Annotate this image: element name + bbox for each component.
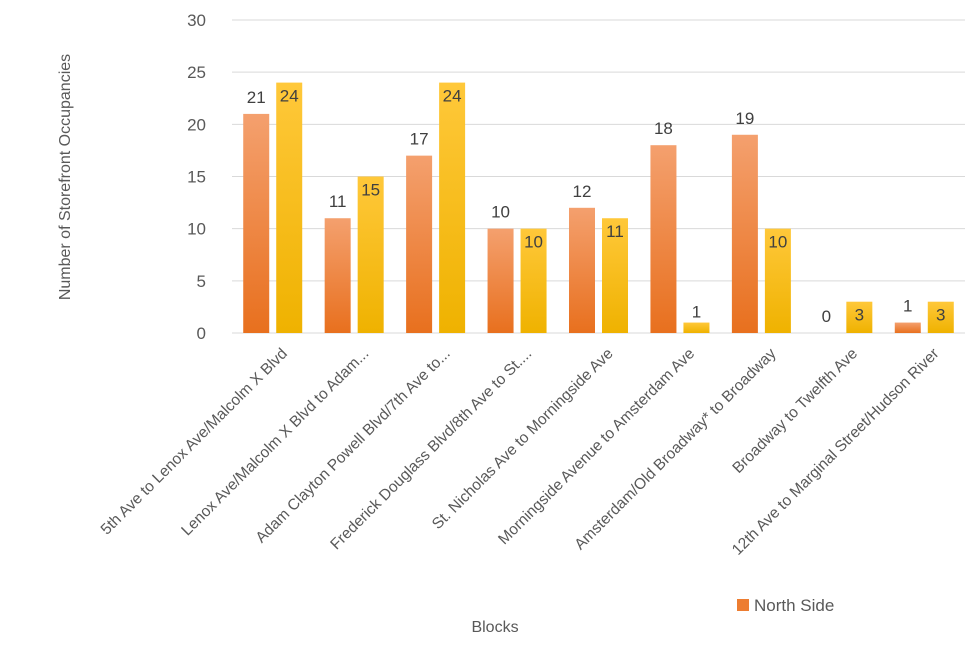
bar-series-1 bbox=[406, 155, 433, 333]
y-tick-label: 10 bbox=[187, 220, 206, 239]
x-category-label: St. Nicholas Ave to Morningside Ave bbox=[429, 345, 617, 533]
bar-series-1 bbox=[324, 218, 351, 333]
data-label-series-1: 12 bbox=[573, 182, 592, 201]
bar-series-2 bbox=[602, 218, 628, 333]
data-label-series-1: 19 bbox=[735, 109, 754, 128]
x-category-label: 5th Ave to Lenox Ave/Malcolm X Blvd bbox=[98, 345, 291, 538]
data-label-series-1: 1 bbox=[903, 297, 912, 316]
y-tick-label: 25 bbox=[187, 63, 206, 82]
bars bbox=[243, 82, 954, 334]
data-label-series-1: 0 bbox=[822, 307, 831, 326]
x-category-label: Lenox Ave/Malcolm X Blvd to Adam... bbox=[178, 345, 372, 539]
bar-series-1 bbox=[650, 145, 677, 333]
bar-series-2 bbox=[846, 301, 873, 333]
y-axis-title: Number of Storefront Occupancies bbox=[57, 54, 74, 300]
data-label-series-2: 24 bbox=[443, 87, 462, 106]
bar-series-2 bbox=[927, 301, 954, 333]
data-label-series-1: 17 bbox=[410, 130, 429, 149]
y-tick-label: 0 bbox=[197, 324, 206, 343]
bar-series-2 bbox=[764, 228, 791, 333]
bar-series-1 bbox=[487, 228, 514, 333]
data-labels: 21 24 11 15 17 24 10 10 12 11 18 1 19 10 0 3 1 3 bbox=[247, 87, 946, 326]
data-label-series-2: 15 bbox=[361, 181, 380, 200]
bar-series-2 bbox=[276, 82, 303, 333]
data-label-series-1: 18 bbox=[654, 119, 673, 138]
data-label-series-2: 11 bbox=[606, 222, 624, 241]
bar-series-1 bbox=[731, 134, 758, 333]
bar-series-1 bbox=[569, 207, 595, 333]
y-tick-label: 15 bbox=[187, 168, 206, 187]
x-axis-categories: 5th Ave to Lenox Ave/Malcolm X BlvdLenox… bbox=[98, 345, 943, 559]
bar-series-2 bbox=[683, 322, 710, 333]
data-label-series-1: 10 bbox=[491, 203, 510, 222]
data-label-series-1: 21 bbox=[247, 88, 266, 107]
legend: North Side bbox=[737, 596, 834, 615]
y-tick-label: 20 bbox=[187, 115, 206, 134]
data-label-series-2: 10 bbox=[524, 233, 543, 252]
data-label-series-2: 24 bbox=[280, 87, 299, 106]
bar-series-2 bbox=[357, 176, 384, 333]
legend-label-north-side: North Side bbox=[754, 596, 834, 615]
bar-series-1 bbox=[894, 322, 921, 333]
bar-series-1 bbox=[243, 113, 270, 334]
bar-series-2 bbox=[439, 82, 466, 333]
data-label-series-2: 1 bbox=[692, 303, 701, 322]
y-tick-label: 5 bbox=[197, 272, 206, 291]
x-axis-title: Blocks bbox=[471, 619, 518, 636]
data-label-series-1: 11 bbox=[329, 192, 347, 211]
bar-series-2 bbox=[520, 228, 547, 333]
data-label-series-2: 3 bbox=[855, 306, 864, 325]
gridlines bbox=[232, 19, 965, 334]
legend-swatch-north-side bbox=[737, 599, 749, 611]
y-tick-label: 30 bbox=[187, 11, 206, 30]
y-axis-ticks: 0 5 10 15 20 25 30 bbox=[187, 11, 206, 343]
data-label-series-2: 10 bbox=[768, 233, 787, 252]
data-label-series-2: 3 bbox=[936, 306, 945, 325]
